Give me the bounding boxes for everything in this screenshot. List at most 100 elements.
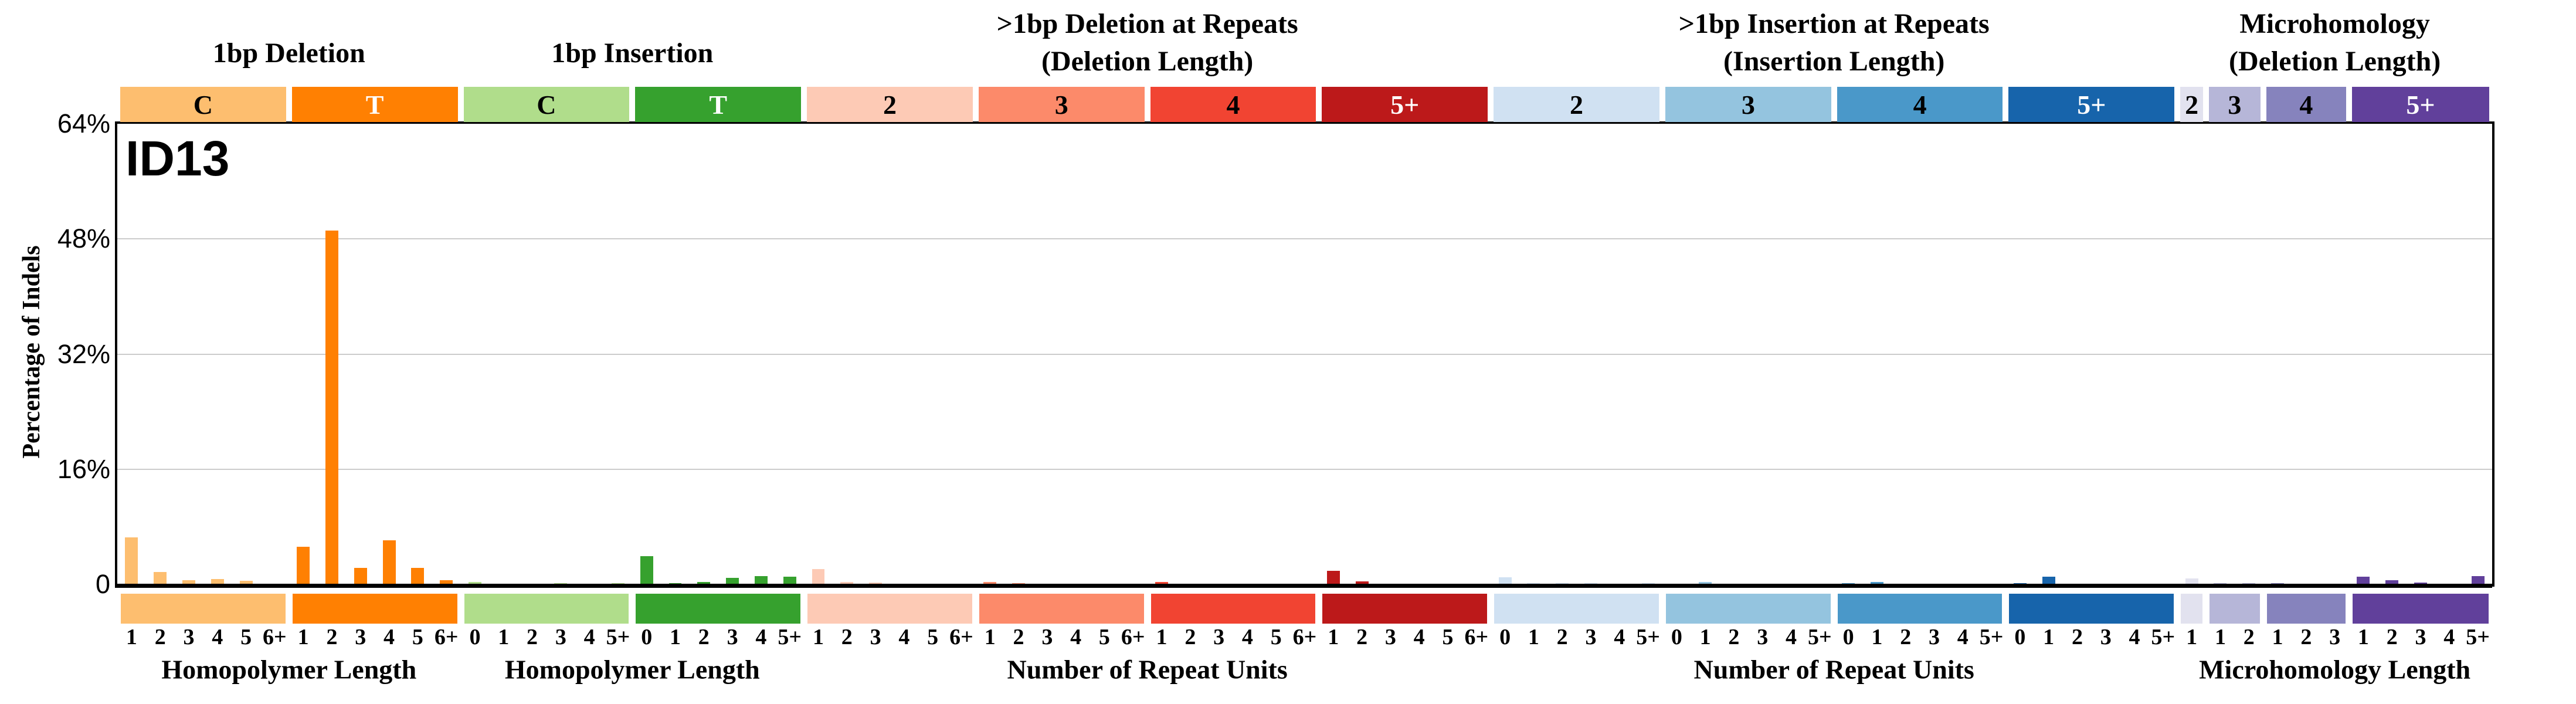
x-tick-label: 4 <box>1070 625 1082 649</box>
x-tick-label: 6+ <box>1121 625 1145 649</box>
x-tick-label: 3 <box>1585 625 1597 649</box>
bar-1bp-deletion-C-1 <box>125 537 138 584</box>
x-tick-label: 4 <box>383 625 395 649</box>
x-tick-label: 5 <box>412 625 423 649</box>
x-tick-label: 4 <box>212 625 223 649</box>
bar-deletion-repeats-5plus-1 <box>1326 570 1340 584</box>
bar-microhomology-5plus-2 <box>2385 580 2399 584</box>
x-tick-label: 1 <box>1699 625 1711 649</box>
x-tick-label: 1 <box>2272 625 2283 649</box>
x-tick-label: 4 <box>898 625 910 649</box>
x-tick-label: 5+ <box>1636 625 1660 649</box>
header-box-1bp-deletion-T: T <box>291 87 458 122</box>
x-tick-label: 5+ <box>2466 625 2490 649</box>
bar-1bp-insertion-C-3 <box>554 583 568 584</box>
x-tick-label: 2 <box>1728 625 1740 649</box>
bar-1bp-deletion-T-4 <box>382 540 396 584</box>
x-tick-label: 5+ <box>2151 625 2175 649</box>
y-tick-label: 48% <box>57 224 110 254</box>
bar-deletion-repeats-2-1 <box>812 569 825 584</box>
x-tick-label: 3 <box>727 625 738 649</box>
x-tick-label: 5 <box>1442 625 1454 649</box>
bar-insertion-repeats-2-1 <box>1527 583 1540 584</box>
x-tick-label: 2 <box>2300 625 2312 649</box>
section-strip-insertion-repeats-4 <box>1837 594 2003 624</box>
x-axis-group-label: Homopolymer Length <box>504 654 760 685</box>
bar-1bp-insertion-C-5+ <box>611 583 625 584</box>
section-group-title: >1bp Deletion at Repeats <box>996 8 1298 39</box>
x-tick-label: 5 <box>927 625 939 649</box>
x-tick-label: 2 <box>1013 625 1024 649</box>
x-tick-label: 0 <box>1842 625 1854 649</box>
section-strip-microhomology-2 <box>2181 594 2203 624</box>
x-tick-label: 2 <box>1185 625 1196 649</box>
x-tick-label: 4 <box>2443 625 2455 649</box>
bar-microhomology-5plus-5+ <box>2471 576 2485 584</box>
x-tick-label: 1 <box>984 625 996 649</box>
x-tick-label: 1 <box>812 625 824 649</box>
header-box-deletion-repeats-4: 4 <box>1150 87 1316 122</box>
x-tick-label: 4 <box>2129 625 2140 649</box>
x-tick-label: 3 <box>1928 625 1940 649</box>
section-group-title: Microhomology <box>2239 8 2430 39</box>
bar-1bp-deletion-T-6+ <box>440 580 453 584</box>
x-tick-label: 1 <box>1328 625 1339 649</box>
x-tick-label: 1 <box>670 625 681 649</box>
bar-1bp-insertion-T-3 <box>726 577 739 584</box>
x-axis-group-label: Microhomology Length <box>2199 654 2471 685</box>
header-box-deletion-repeats-3: 3 <box>978 87 1145 122</box>
bar-insertion-repeats-5plus-1 <box>2042 576 2055 584</box>
section-strip-deletion-repeats-3 <box>979 594 1144 624</box>
x-tick-label: 1 <box>125 625 137 649</box>
section-group-title: >1bp Insertion at Repeats <box>1678 8 1990 39</box>
x-tick-label: 0 <box>2014 625 2026 649</box>
x-tick-label: 5+ <box>606 625 630 649</box>
x-tick-label: 3 <box>1041 625 1053 649</box>
x-tick-label: 1 <box>498 625 510 649</box>
y-tick-label: 16% <box>57 453 110 484</box>
x-tick-label: 2 <box>2243 625 2255 649</box>
x-tick-label: 1 <box>2214 625 2226 649</box>
gridline <box>117 353 2492 355</box>
x-tick-label: 6+ <box>263 625 287 649</box>
x-tick-label: 5+ <box>1979 625 2004 649</box>
y-tick-label: 0 <box>95 569 110 599</box>
bar-insertion-repeats-2-5+ <box>1641 583 1655 584</box>
x-tick-label: 3 <box>870 625 881 649</box>
x-axis-group-label: Homopolymer Length <box>161 654 417 685</box>
x-tick-label: 2 <box>1556 625 1568 649</box>
x-tick-label: 4 <box>1786 625 1797 649</box>
x-tick-label: 4 <box>1957 625 1969 649</box>
x-tick-label: 6+ <box>1292 625 1317 649</box>
section-strip-1bp-deletion-C <box>121 594 286 624</box>
x-tick-label: 6+ <box>1464 625 1489 649</box>
section-strip-deletion-repeats-2 <box>807 594 972 624</box>
bar-1bp-deletion-T-5 <box>411 567 425 584</box>
x-tick-label: 1 <box>2357 625 2369 649</box>
bar-insertion-repeats-4-0 <box>1842 583 1855 584</box>
x-tick-label: 0 <box>1671 625 1682 649</box>
x-axis-group-label: Number of Repeat Units <box>1693 654 1974 685</box>
bar-microhomology-5plus-1 <box>2357 577 2370 584</box>
x-tick-label: 2 <box>2386 625 2398 649</box>
bar-insertion-repeats-3-1 <box>1699 582 1712 584</box>
x-tick-label: 6+ <box>434 625 459 649</box>
x-tick-label: 2 <box>326 625 338 649</box>
x-tick-label: 2 <box>841 625 853 649</box>
bar-1bp-insertion-C-0 <box>468 582 481 584</box>
gridline <box>117 238 2492 240</box>
section-strip-microhomology-5plus <box>2353 594 2489 624</box>
gridline <box>117 468 2492 470</box>
header-box-insertion-repeats-2: 2 <box>1494 87 1659 122</box>
signature-id-label: ID13 <box>125 131 230 186</box>
x-tick-label: 3 <box>555 625 566 649</box>
bar-deletion-repeats-3-1 <box>983 582 997 584</box>
section-strip-insertion-repeats-3 <box>1665 594 1831 624</box>
x-tick-label: 4 <box>1413 625 1425 649</box>
section-strip-microhomology-3 <box>2210 594 2260 624</box>
header-box-insertion-repeats-4: 4 <box>1837 87 2003 122</box>
header-box-microhomology-5plus: 5+ <box>2352 87 2489 122</box>
bar-microhomology-5plus-3 <box>2414 582 2427 584</box>
y-tick-label: 32% <box>57 339 110 369</box>
